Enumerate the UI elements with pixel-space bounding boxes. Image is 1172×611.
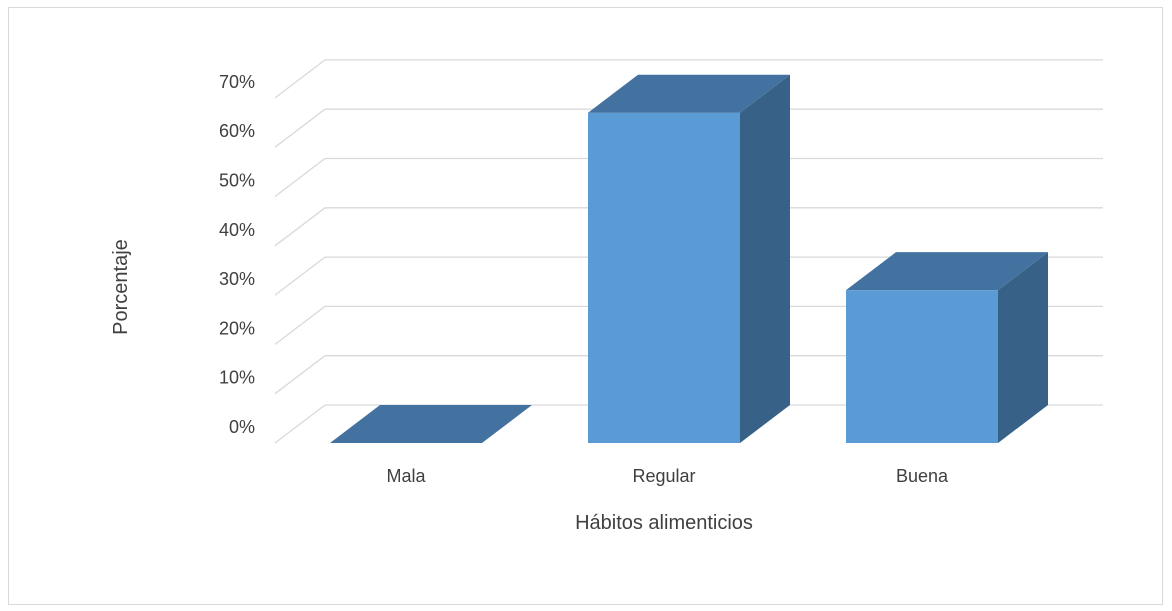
bar-front [588,112,740,443]
x-axis-categories: Mala Regular Buena [386,466,949,486]
bar-front [846,290,998,443]
bar-mala [330,405,532,443]
y-tick-label: 30% [219,269,255,289]
bar-regular [588,74,790,443]
y-tick-label: 40% [219,220,255,240]
y-tick-label: 70% [219,72,255,92]
gridline-depth [274,108,326,148]
gridline-depth [274,256,326,296]
x-category-label: Regular [632,466,695,486]
bars [330,74,1048,443]
gridline-depth [274,404,326,444]
bar-top [846,252,1048,291]
bar-top [588,74,790,113]
bar-top [330,405,532,443]
y-axis-title: Porcentaje [110,239,132,335]
bar-side [740,74,790,443]
x-category-label: Mala [386,466,426,486]
bar-buena [846,252,1048,443]
y-tick-label: 0% [229,417,255,437]
gridline-depth [274,157,326,198]
x-category-label: Buena [896,466,949,486]
x-axis-title: Hábitos alimenticios [575,512,753,534]
y-tick-label: 20% [219,318,255,338]
y-axis-ticks: 0% 10% 20% 30% 40% 50% 60% 70% [219,72,255,437]
bar-side [998,252,1048,443]
gridline-depth [274,305,326,345]
y-tick-label: 10% [219,368,255,388]
gridline-depth [274,355,326,395]
y-tick-label: 50% [219,171,255,191]
gridline-depth [274,59,326,99]
y-tick-label: 60% [219,121,255,141]
gridline-depth [274,207,326,247]
